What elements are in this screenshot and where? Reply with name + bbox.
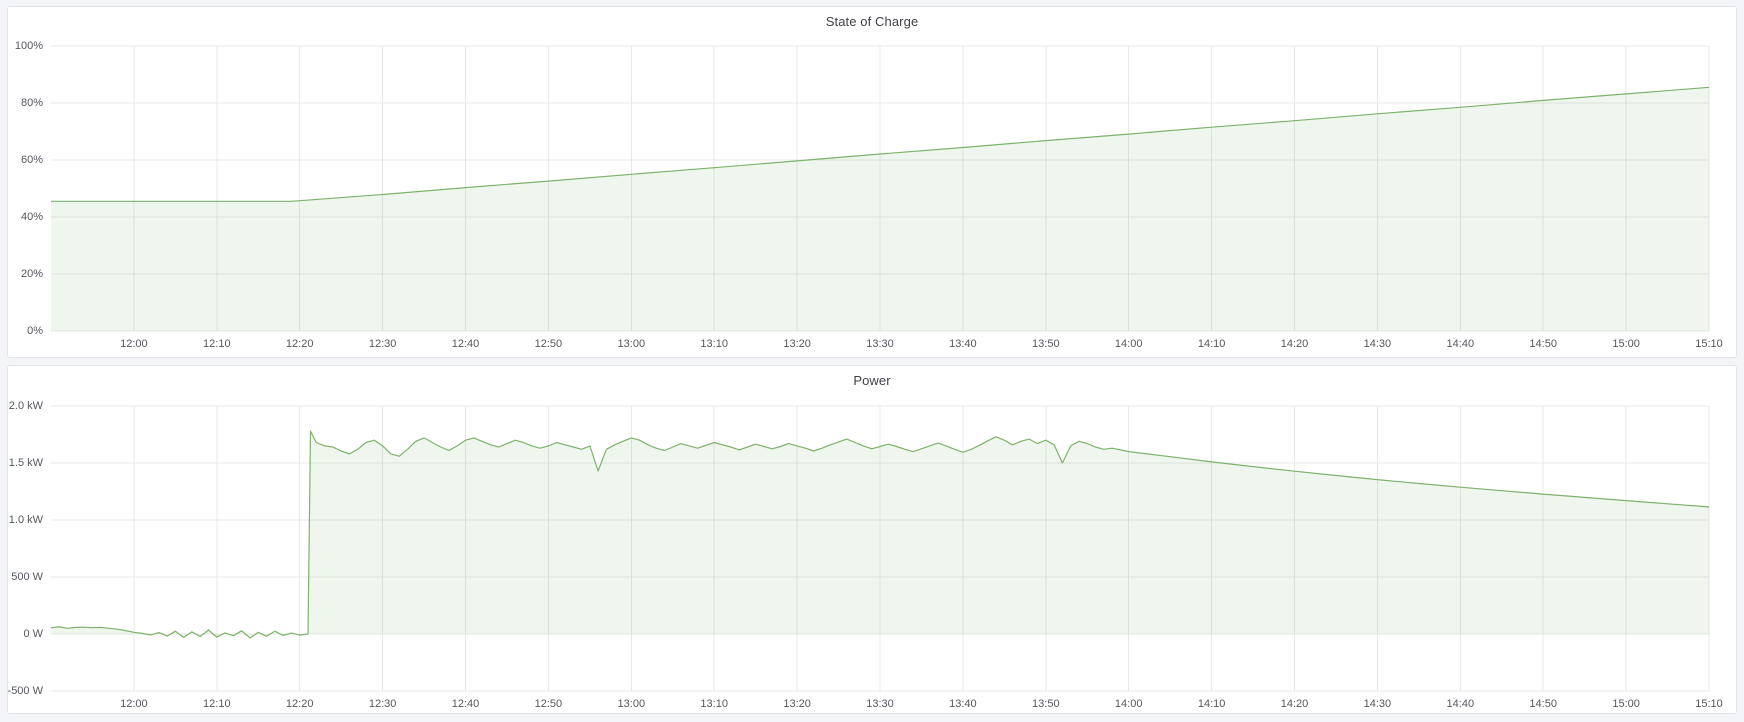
y-axis-tick-label: 40% [20,211,43,223]
x-axis-tick-label: 14:50 [1529,698,1557,710]
series-line [51,86,1710,202]
panel-state-of-charge: State of Charge 0% 20% 40% 60% 80% 100% 12:00 1… [7,6,1737,358]
power-chart-plot[interactable] [50,405,1710,692]
state-of-charge-chart-svg [51,45,1710,332]
x-axis-tick-label: 14:20 [1280,698,1309,710]
y-axis-tick-label: 100% [14,40,43,52]
x-axis-tick-label: 12:20 [285,698,314,710]
x-axis-tick-label: 15:00 [1612,698,1640,710]
x-axis-tick-label: 12:10 [203,698,231,710]
x-axis-tick-label: 12:50 [534,338,563,350]
x-axis-tick-label: 12:30 [368,698,397,710]
y-axis-tick-label: -500 W [7,685,43,697]
series-area-fill [51,87,1709,331]
x-axis-tick-label: 13:30 [866,338,894,350]
x-axis-tick-label: 12:40 [451,338,480,350]
x-axis-tick-label: 12:20 [285,338,314,350]
y-axis-tick-label: 0% [27,325,43,337]
y-axis-tick-label: 20% [20,268,43,280]
panel-title: State of Charge [825,13,919,29]
x-axis-tick-label: 13:20 [783,698,811,710]
x-axis-tick-label: 13:30 [866,698,894,710]
y-axis-tick-label: 0 W [23,628,43,640]
x-axis-tick-label: 12:30 [368,338,397,350]
x-axis-tick-label: 12:00 [120,698,148,710]
x-axis-tick-label: 14:00 [1114,698,1143,710]
x-axis-tick-label: 14:50 [1529,338,1557,350]
x-axis-tick-label: 14:10 [1197,338,1226,350]
x-axis-tick-label: 13:10 [700,698,728,710]
panel-title: Power [853,372,891,388]
y-axis-tick-label: 80% [20,97,43,109]
x-axis-tick-label: 13:40 [949,338,977,350]
x-axis-tick-label: 13:50 [1032,338,1060,350]
x-axis-tick-label: 13:00 [617,338,646,350]
panel-power: Power -500 W 0 W 500 W 1.0 kW 1.5 kW 2.0 kW 12… [7,365,1737,714]
x-axis-tick-label: 13:10 [700,338,728,350]
x-axis-tick-label: 14:40 [1446,338,1475,350]
x-axis-tick-label: 15:00 [1612,338,1640,350]
x-axis-tick-label: 14:30 [1363,338,1392,350]
y-axis-tick-label: 1.0 kW [8,514,43,526]
x-axis-tick-label: 13:00 [617,698,646,710]
x-axis-tick-label: 12:00 [120,338,148,350]
x-axis-tick-label: 12:50 [534,698,563,710]
series-line [50,430,1710,639]
x-axis-tick-label: 15:10 [1695,698,1723,710]
x-axis-tick-label: 12:40 [451,698,480,710]
y-axis-tick-label: 1.5 kW [8,457,43,469]
y-axis-tick-label: 500 W [11,571,43,583]
x-axis-tick-label: 13:50 [1032,698,1060,710]
x-axis-tick-label: 13:40 [949,698,977,710]
x-axis-tick-label: 14:20 [1280,338,1309,350]
x-axis-tick-label: 14:00 [1114,338,1143,350]
x-axis-tick-label: 14:40 [1446,698,1475,710]
panel-header-power[interactable]: Power [8,366,1736,394]
x-axis-tick-label: 12:10 [203,338,231,350]
power-chart-svg [50,405,1710,692]
x-axis-tick-label: 14:10 [1197,698,1226,710]
soc-chart-plot[interactable] [51,45,1710,332]
x-axis-tick-label: 14:30 [1363,698,1392,710]
series-area-fill [51,431,1709,638]
x-axis-tick-label: 13:20 [783,338,811,350]
y-axis-tick-label: 60% [20,154,43,166]
y-axis-tick-label: 2.0 kW [8,400,43,412]
panel-header-state-of-charge[interactable]: State of Charge [8,7,1736,35]
x-axis-tick-label: 15:10 [1695,338,1723,350]
